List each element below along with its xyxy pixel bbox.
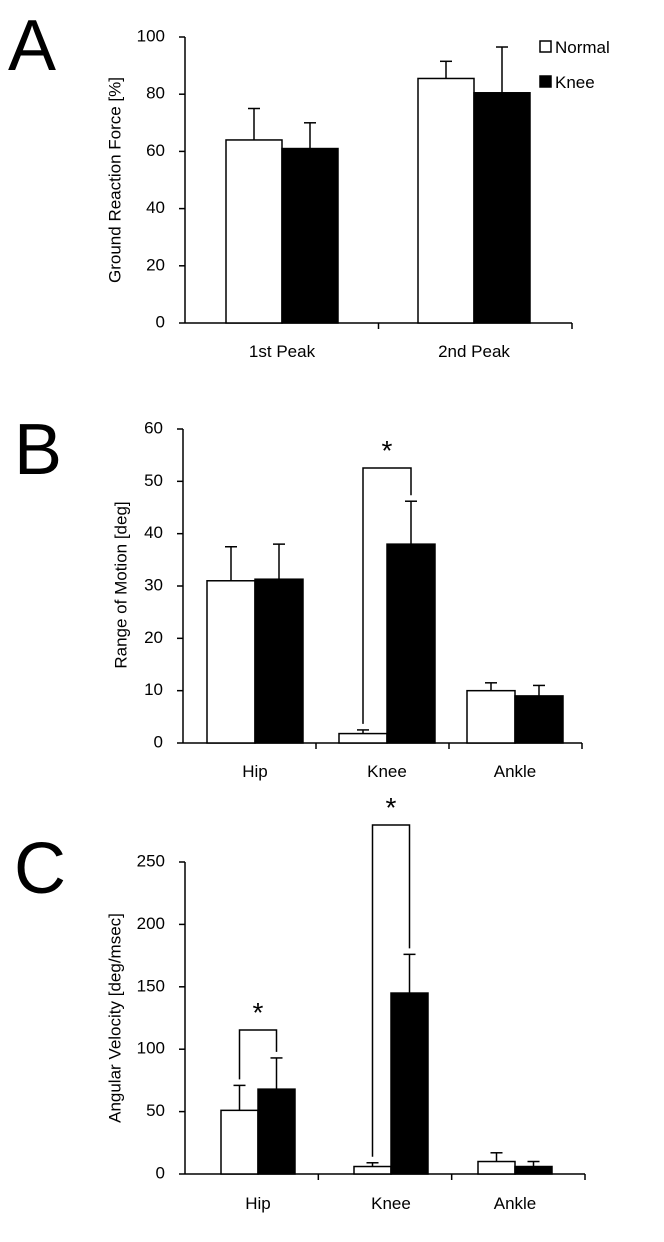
bar-knee-knee	[386, 543, 436, 744]
y-tick-label: 0	[156, 1163, 165, 1182]
bar-knee-knee	[390, 992, 429, 1175]
panel-a-chart: A Ground Reaction Force [%] Normal Knee …	[8, 6, 610, 361]
panel-b-letter: B	[14, 410, 62, 490]
legend-normal-label: Normal	[555, 38, 610, 57]
significance-star: *	[386, 792, 397, 823]
significance-bracket	[238, 1029, 278, 1080]
y-tick-label: 100	[137, 1039, 165, 1058]
legend-knee-swatch	[539, 75, 552, 88]
y-tick-label: 50	[146, 1101, 165, 1120]
bar-knee-1st-peak	[281, 147, 339, 324]
y-tick-label: 20	[144, 628, 163, 647]
significance-star: *	[382, 435, 393, 466]
x-category-label: Ankle	[494, 1194, 537, 1213]
bar-knee-ankle	[514, 1165, 553, 1175]
bar-normal-1st-peak	[225, 139, 283, 324]
x-category-label: 2nd Peak	[438, 342, 510, 361]
panel-c-chart: C Angular Velocity [deg/msec] 0 50 100 150 2…	[14, 792, 586, 1213]
bar-normal-hip	[220, 1109, 259, 1175]
bar-normal-knee	[353, 1165, 392, 1175]
x-category-label: 1st Peak	[249, 342, 316, 361]
y-tick-label: 30	[144, 575, 163, 594]
x-category-label: Knee	[367, 762, 407, 781]
bar-normal-2nd-peak	[417, 77, 475, 324]
y-tick-label: 40	[144, 523, 163, 542]
panel-a-letter: A	[8, 6, 56, 86]
y-tick-label: 80	[146, 84, 165, 103]
y-tick-label: 100	[137, 26, 165, 45]
x-category-label: Hip	[245, 1194, 271, 1213]
significance-bracket	[362, 467, 412, 724]
bar-normal-knee	[338, 732, 388, 744]
y-tick-label: 50	[144, 471, 163, 490]
panel-b-chart: B Range of Motion [deg] 0 10 20 30 40 50 60 Hip…	[14, 410, 583, 781]
y-tick-label: 10	[144, 680, 163, 699]
significance-bracket	[371, 824, 411, 1157]
x-category-label: Ankle	[494, 762, 537, 781]
y-tick-label: 0	[156, 312, 165, 331]
panel-c-y-axis-label: Angular Velocity [deg/msec]	[105, 913, 124, 1123]
bar-normal-ankle	[466, 689, 516, 744]
bar-normal-ankle	[477, 1160, 516, 1175]
panel-a-y-axis-label: Ground Reaction Force [%]	[105, 77, 124, 283]
bar-knee-hip	[254, 578, 304, 744]
bar-normal-hip	[206, 580, 256, 744]
y-tick-label: 40	[146, 198, 165, 217]
x-category-label: Hip	[242, 762, 268, 781]
y-tick-label: 20	[146, 255, 165, 274]
significance-star: *	[253, 997, 264, 1028]
y-tick-label: 0	[154, 732, 163, 751]
y-tick-label: 60	[144, 418, 163, 437]
y-tick-label: 60	[146, 141, 165, 160]
bar-knee-hip	[257, 1088, 296, 1175]
panel-b-y-axis-label: Range of Motion [deg]	[111, 501, 130, 668]
bar-knee-2nd-peak	[473, 92, 531, 324]
y-tick-label: 150	[137, 976, 165, 995]
y-tick-label: 250	[137, 851, 165, 870]
legend-knee-label: Knee	[555, 73, 595, 92]
legend: Normal Knee	[539, 38, 610, 92]
legend-normal-swatch	[539, 40, 552, 53]
x-category-label: Knee	[371, 1194, 411, 1213]
panel-c-letter: C	[14, 829, 66, 909]
y-tick-label: 200	[137, 914, 165, 933]
bar-knee-ankle	[514, 695, 564, 744]
